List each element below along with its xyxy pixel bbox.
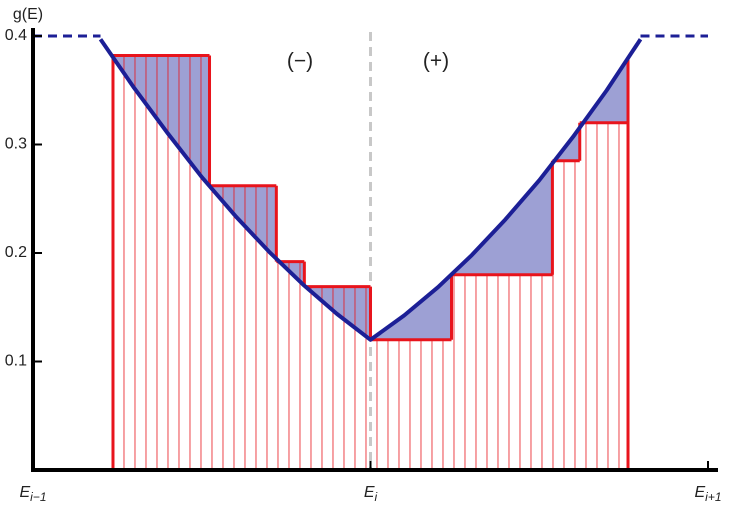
y-tick-label: 0.1 (5, 353, 27, 370)
x-tick-label-main: E (364, 484, 375, 501)
y-tick-label: 0.4 (5, 27, 27, 44)
annotation: (+) (423, 50, 449, 73)
curve (98, 38, 643, 342)
x-tick-label-sub: i (375, 490, 378, 504)
x-tick-label-main: E (19, 484, 30, 501)
y-axis-label: g(E) (13, 6, 43, 23)
shaded-area (112, 55, 629, 340)
x-tick-label-sub: i−1 (30, 490, 46, 504)
x-tick-label-main: E (694, 484, 705, 501)
x-tick-label: Ei−1 (19, 484, 46, 504)
annotation: (−) (287, 50, 313, 73)
x-tick-label: Ei+1 (694, 484, 721, 504)
y-tick-label: 0.3 (5, 136, 27, 153)
x-tick-label-sub: i+1 (705, 490, 721, 504)
step-riser (111, 55, 630, 470)
y-tick-label: 0.2 (5, 244, 27, 261)
x-tick-label: Ei (364, 484, 378, 504)
